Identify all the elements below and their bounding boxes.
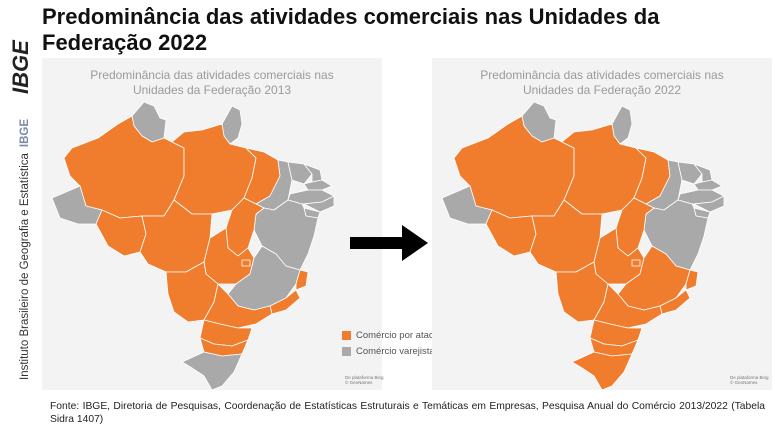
map-panel-2022: Predominância das atividades comerciais …	[432, 58, 772, 390]
institute-name: Instituto Brasileiro de Geografia e Esta…	[19, 118, 31, 380]
state-pb	[693, 179, 723, 191]
state-ce	[287, 161, 313, 185]
state-es	[295, 269, 309, 291]
state-rs	[571, 351, 633, 390]
legend-item-wholesale: Comércio por atacado	[342, 327, 472, 343]
legend: Comércio por atacado Comércio varejista	[342, 327, 472, 359]
state-pb	[303, 179, 333, 191]
arrow-right-icon	[350, 225, 428, 261]
svg-text:IBGE: IBGE	[8, 39, 33, 94]
state-es	[685, 269, 699, 291]
state-ba	[643, 199, 709, 271]
map-credit-2013: De plataforma Bing © GeoNames	[345, 375, 384, 385]
state-al	[303, 195, 335, 213]
brazil-map-2013	[51, 101, 335, 390]
map-title-2013: Predominância das atividades comerciais …	[90, 68, 334, 97]
map-panel-2013: Predominância das atividades comerciais …	[42, 58, 449, 390]
page-title: Predominância das atividades comerciais …	[42, 4, 660, 55]
state-ce	[677, 161, 703, 185]
state-rs	[181, 351, 243, 390]
state-df	[241, 259, 251, 267]
state-ba	[253, 199, 319, 271]
sidebar: IBGE Instituto Brasileiro de Geografia e…	[0, 0, 38, 432]
legend-item-retail: Comércio varejista	[342, 343, 472, 359]
map-credit-2022: De plataforma Bing © GeoNames	[730, 375, 769, 385]
source-note: Fonte: IBGE, Diretoria de Pesquisas, Coo…	[50, 401, 765, 425]
state-df	[631, 259, 641, 267]
legend-swatch-retail	[342, 346, 351, 356]
state-al	[693, 195, 725, 213]
ibge-logo: IBGE	[8, 39, 33, 94]
legend-swatch-wholesale	[342, 330, 351, 340]
map-title-2022: Predominância das atividades comerciais …	[480, 68, 724, 97]
brazil-map-2022	[441, 101, 725, 390]
